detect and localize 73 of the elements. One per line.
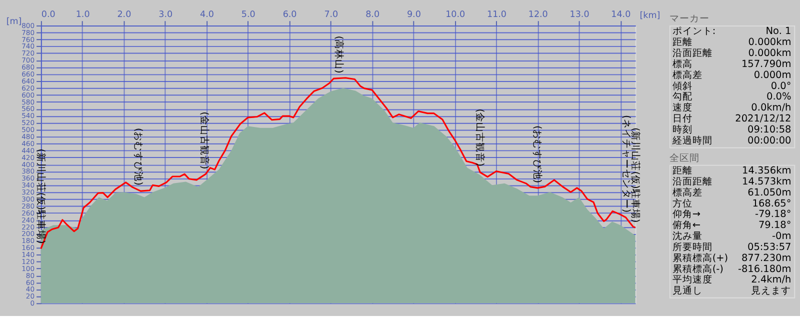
text: 傾斜 (672, 80, 692, 92)
text: 平均速度 (672, 274, 712, 286)
x-tick-label: 1.0 (76, 10, 90, 20)
text: 所要時間 (672, 240, 712, 253)
text: -0m (772, 231, 792, 242)
text: 速度 (672, 102, 692, 114)
x-tick-label: 4.0 (200, 10, 214, 20)
x-tick-label: 12.0 (528, 10, 548, 20)
text: 0.000km (748, 37, 792, 48)
text: 標高差 (672, 68, 702, 81)
text: 距離 (672, 36, 692, 48)
text: 14.356km (742, 166, 792, 177)
text: 0.0km/h (751, 102, 792, 114)
text: 仰角→ (672, 208, 701, 220)
annotation: (金山古観音) (474, 108, 486, 166)
annotation: (ネイチャーセンター) (620, 114, 632, 213)
text: 俯角← (672, 219, 701, 232)
text: ポイント: (672, 26, 716, 38)
text: 沈み量 (672, 230, 702, 242)
text: 14.573km (742, 176, 792, 188)
text: 標高 (672, 58, 692, 70)
text: 累積標高(+) (672, 252, 728, 264)
text: 0.0° (770, 80, 792, 92)
text: 157.790m (741, 58, 792, 70)
x-axis-title: [km] (640, 11, 660, 22)
text: No. 1 (766, 26, 792, 38)
x-tick-label: 10.0 (446, 10, 466, 20)
text: 09:10:58 (747, 124, 792, 136)
text: 0.0% (766, 92, 792, 103)
x-tick-label: 7.0 (324, 10, 338, 20)
text: 経過時間 (671, 134, 712, 146)
text: 全区間 (669, 152, 700, 164)
text: 沿面距離 (672, 176, 712, 188)
text: 距離 (672, 164, 692, 177)
x-tick-label: 6.0 (282, 10, 297, 20)
x-tick-label: 8.0 (366, 10, 380, 20)
text: 勾配 (672, 90, 692, 103)
text: 2021/12/12 (735, 114, 792, 125)
text: 時刻 (672, 123, 692, 136)
x-tick-label: 3.0 (158, 10, 173, 20)
x-tick-label: 9.0 (406, 10, 421, 20)
annotation: (新川山荘(仮)駐車場) (35, 148, 47, 244)
annotation: (金山古観音) (198, 112, 211, 170)
text: 0.000m (754, 70, 792, 81)
text: 05:53:57 (747, 242, 792, 253)
text: 0.000km (748, 48, 792, 60)
x-tick-label: 14.0 (611, 10, 631, 20)
text: -79.18° (754, 209, 792, 220)
text: 79.18° (758, 220, 792, 232)
text: -816.180m (738, 264, 792, 275)
annotation: (高林山) (333, 36, 346, 74)
text: 2.4km/h (751, 274, 792, 286)
text: マーカー (669, 14, 710, 25)
text: 累積標高(-) (672, 262, 724, 275)
text: 日付 (672, 114, 692, 125)
text: 標高差 (672, 186, 702, 198)
annotation: (新川山荘(仮)駐車場) (629, 127, 642, 223)
text: 沿面距離 (672, 47, 712, 60)
x-tick-label: 5.0 (241, 10, 256, 20)
x-tick-label: 11.0 (486, 10, 506, 20)
text: 方位 (672, 197, 692, 210)
y-axis-title: [m] (6, 17, 22, 28)
text: 00:00:00 (747, 135, 792, 146)
text: 見通し (672, 284, 702, 297)
text: 877.230m (741, 252, 792, 264)
x-tick-label: 2.0 (117, 10, 132, 20)
x-tick-label: 13.0 (570, 10, 590, 20)
x-tick-label: 0.0 (41, 10, 56, 20)
annotation: (おむすび池) (132, 128, 144, 186)
text: 61.050m (748, 187, 792, 198)
text: 見えます (751, 286, 792, 297)
annotation: (おむすび池) (532, 125, 544, 184)
text: 168.65° (752, 198, 792, 210)
